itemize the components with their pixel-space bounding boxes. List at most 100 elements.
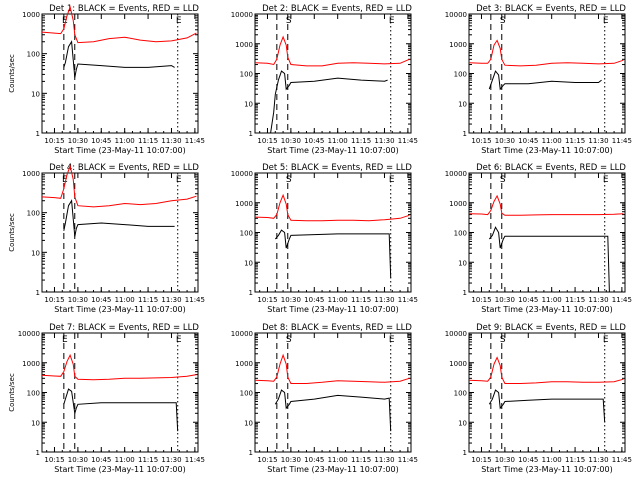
x-tick-label: 11:15	[565, 137, 585, 145]
y-axis-label: Counts/sec	[8, 213, 16, 252]
x-tick-label: 11:00	[542, 137, 562, 145]
x-tick-label: 10:15	[44, 137, 64, 145]
x-tick-label: 11:45	[185, 456, 205, 464]
x-tick-label: 11:00	[328, 137, 348, 145]
x-tick-label: 11:30	[161, 137, 181, 145]
plot-frame	[468, 332, 626, 453]
y-tick-label: 10	[458, 100, 467, 108]
plot-frame	[41, 172, 199, 293]
x-axis-label: Start Time (23-May-11 10:07:00)	[54, 146, 185, 155]
x-tick-label: 10:30	[68, 296, 88, 304]
panel-title: Det 7: BLACK = Events, RED = LLD	[49, 323, 199, 333]
y-tick-label: 10	[244, 100, 253, 108]
plot-frame	[41, 332, 199, 453]
events-series-line	[63, 388, 179, 432]
x-tick-label: 11:15	[351, 456, 371, 464]
x-tick-label: 10:45	[91, 137, 111, 145]
x-tick-label: 10:45	[518, 137, 538, 145]
x-axis-label: Start Time (23-May-11 10:07:00)	[481, 465, 612, 474]
plot-frame	[254, 332, 412, 453]
events-series-line	[267, 70, 388, 134]
interval-marker: E	[62, 175, 68, 185]
events-series-line	[274, 389, 392, 432]
y-tick-label: 100	[240, 71, 253, 79]
x-tick-label: 10:15	[257, 456, 277, 464]
y-tick-label: 10	[31, 249, 40, 257]
x-tick-label: 10:30	[495, 456, 515, 464]
detector-panel-5: Det 5: BLACK = Events, RED = LLD 1 10 100 10…	[231, 163, 418, 314]
events-series-line	[488, 226, 610, 293]
lld-series-line	[468, 39, 624, 67]
plot-frame	[41, 13, 199, 134]
x-tick-label: 10:15	[44, 456, 64, 464]
x-tick-label: 10:45	[518, 456, 538, 464]
interval-marker: S	[286, 175, 292, 185]
x-tick-label: 11:30	[374, 296, 394, 304]
panel-title: Det 5: BLACK = Events, RED = LLD	[262, 163, 412, 173]
x-tick-label: 11:30	[161, 456, 181, 464]
y-tick-label: 10000	[445, 170, 467, 178]
y-tick-label: 10	[458, 419, 467, 427]
y-tick-label: 10000	[231, 330, 253, 338]
lld-series-line	[254, 193, 410, 222]
x-axis-label: Start Time (23-May-11 10:07:00)	[481, 305, 612, 314]
x-tick-label: 10:30	[281, 296, 301, 304]
interval-marker: E	[62, 16, 68, 26]
x-tick-label: 10:30	[495, 296, 515, 304]
x-tick-label: 11:45	[612, 456, 632, 464]
y-tick-label: 1000	[449, 200, 467, 208]
panel-title: Det 6: BLACK = Events, RED = LLD	[476, 163, 626, 173]
y-tick-label: 1	[36, 130, 40, 138]
panel-title: Det 4: BLACK = Events, RED = LLD	[49, 163, 199, 173]
interval-marker: S	[286, 335, 292, 345]
y-tick-label: 100	[454, 71, 467, 79]
interval-marker: E	[176, 175, 182, 185]
x-tick-label: 10:15	[257, 296, 277, 304]
detector-panel-8: Det 8: BLACK = Events, RED = LLD 1 10 100 10…	[231, 323, 418, 474]
events-series-line	[488, 70, 602, 91]
panel-title: Det 1: BLACK = Events, RED = LLD	[49, 4, 199, 14]
x-tick-label: 10:15	[471, 296, 491, 304]
lld-series-line	[254, 353, 410, 384]
x-tick-label: 11:15	[565, 296, 585, 304]
y-tick-label: 1	[36, 449, 40, 457]
y-tick-label: 100	[240, 390, 253, 398]
interval-marker: E	[603, 175, 609, 185]
x-axis-label: Start Time (23-May-11 10:07:00)	[267, 305, 398, 314]
y-tick-label: 1000	[22, 170, 40, 178]
y-tick-label: 100	[27, 390, 40, 398]
x-tick-label: 11:45	[398, 456, 418, 464]
x-tick-label: 11:00	[328, 296, 348, 304]
y-tick-label: 10	[244, 259, 253, 267]
detector-panel-1: Det 1: BLACK = Events, RED = LLD 1 10 100 10…	[8, 4, 205, 155]
y-tick-label: 100	[27, 210, 40, 218]
interval-marker: S	[500, 175, 506, 185]
x-tick-label: 11:15	[138, 137, 158, 145]
x-tick-label: 10:15	[471, 137, 491, 145]
events-series-line	[63, 40, 175, 78]
detector-panel-9: Det 9: BLACK = Events, RED = LLD 1 10 100 10…	[445, 323, 632, 474]
x-tick-label: 10:45	[304, 137, 324, 145]
y-tick-label: 1000	[235, 360, 253, 368]
lld-series-line	[41, 353, 197, 381]
y-axis-label: Counts/sec	[8, 54, 16, 93]
lld-series-line	[41, 164, 197, 208]
x-tick-label: 10:30	[495, 137, 515, 145]
interval-marker: E	[389, 175, 395, 185]
lld-series-line	[254, 35, 410, 67]
x-tick-label: 11:15	[351, 137, 371, 145]
y-tick-label: 1	[36, 289, 40, 297]
interval-marker: E	[603, 335, 609, 345]
y-tick-label: 100	[27, 51, 40, 59]
x-tick-label: 11:00	[115, 137, 135, 145]
y-tick-label: 1000	[235, 200, 253, 208]
panel-title: Det 2: BLACK = Events, RED = LLD	[262, 4, 412, 14]
y-tick-label: 10	[31, 419, 40, 427]
interval-marker: E	[603, 16, 609, 26]
y-tick-label: 100	[454, 230, 467, 238]
x-tick-label: 11:45	[612, 137, 632, 145]
y-tick-label: 1000	[235, 41, 253, 49]
panel-title: Det 8: BLACK = Events, RED = LLD	[262, 323, 412, 333]
x-tick-label: 11:45	[398, 296, 418, 304]
